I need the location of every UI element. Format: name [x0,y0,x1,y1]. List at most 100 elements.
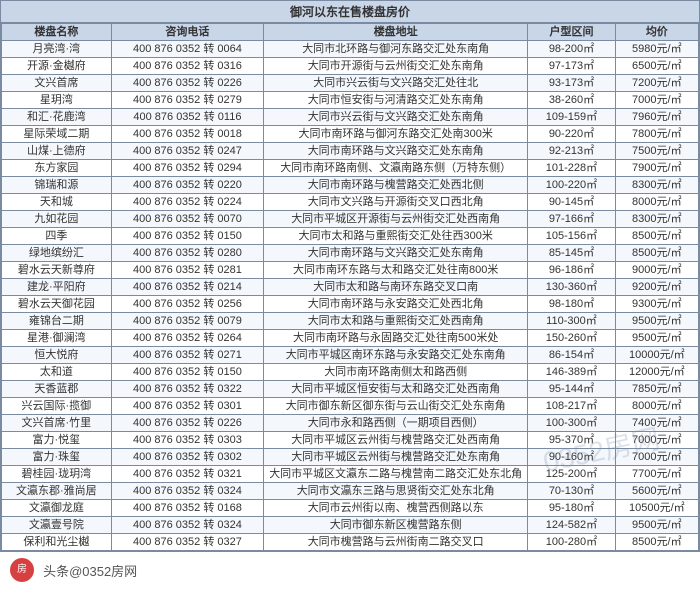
cell-price: 7800元/㎡ [615,126,698,143]
cell-area: 97-166㎡ [528,211,615,228]
cell-price: 5600元/㎡ [615,483,698,500]
table-row: 碧桂园·珑玥湾400 876 0352 转 0321大同市平城区文瀛东二路与槐营… [2,466,699,483]
cell-addr: 大同市云州街以南、槐营西侧路以东 [264,500,528,517]
cell-phone: 400 876 0352 转 0280 [111,245,263,262]
cell-price: 7000元/㎡ [615,449,698,466]
cell-phone: 400 876 0352 转 0150 [111,364,263,381]
cell-area: 146-389㎡ [528,364,615,381]
cell-phone: 400 876 0352 转 0324 [111,483,263,500]
cell-name: 星际荣域二期 [2,126,112,143]
cell-area: 93-173㎡ [528,75,615,92]
cell-price: 7400元/㎡ [615,415,698,432]
cell-price: 8500元/㎡ [615,245,698,262]
cell-price: 9500元/㎡ [615,517,698,534]
cell-phone: 400 876 0352 转 0264 [111,330,263,347]
cell-addr: 大同市平城区恒安街与太和路交汇处西南角 [264,381,528,398]
cell-price: 7500元/㎡ [615,143,698,160]
cell-phone: 400 876 0352 转 0226 [111,75,263,92]
cell-phone: 400 876 0352 转 0256 [111,296,263,313]
cell-name: 山煤·上德府 [2,143,112,160]
cell-area: 96-186㎡ [528,262,615,279]
table-row: 恒大悦府400 876 0352 转 0271大同市平城区南环东路与永安路交汇处… [2,347,699,364]
cell-price: 10000元/㎡ [615,347,698,364]
table-row: 文兴首席400 876 0352 转 0226大同市兴云街与文兴路交汇处往北93… [2,75,699,92]
cell-name: 文瀛壹号院 [2,517,112,534]
cell-addr: 大同市南环路与永固路交汇处往南500米处 [264,330,528,347]
cell-phone: 400 876 0352 转 0327 [111,534,263,551]
cell-name: 星玥湾 [2,92,112,109]
cell-price: 12000元/㎡ [615,364,698,381]
cell-addr: 大同市南环路与文兴路交汇处东南角 [264,245,528,262]
cell-area: 92-213㎡ [528,143,615,160]
cell-area: 101-228㎡ [528,160,615,177]
table-row: 月亮湾·湾400 876 0352 转 0064大同市北环路与御河东路交汇处东南… [2,41,699,58]
table-row: 兴云国际·揽御400 876 0352 转 0301大同市御东新区御东街与云山街… [2,398,699,415]
cell-phone: 400 876 0352 转 0150 [111,228,263,245]
cell-name: 四季 [2,228,112,245]
table-row: 星玥湾400 876 0352 转 0279大同市恒安街与河清路交汇处东南角38… [2,92,699,109]
table-row: 和汇·花鹿湾400 876 0352 转 0116大同市兴云街与文兴路交汇处东南… [2,109,699,126]
cell-phone: 400 876 0352 转 0064 [111,41,263,58]
cell-price: 7850元/㎡ [615,381,698,398]
cell-name: 锦瑞和源 [2,177,112,194]
cell-area: 98-180㎡ [528,296,615,313]
cell-addr: 大同市永和路西侧（一期项目西侧） [264,415,528,432]
cell-name: 太和道 [2,364,112,381]
table-row: 建龙·平阳府400 876 0352 转 0214大同市太和路与南环东路交叉口南… [2,279,699,296]
cell-area: 100-300㎡ [528,415,615,432]
cell-addr: 大同市恒安街与河清路交汇处东南角 [264,92,528,109]
cell-addr: 大同市文瀛东三路与思贤街交汇处东北角 [264,483,528,500]
cell-price: 9200元/㎡ [615,279,698,296]
cell-name: 星港·御澜湾 [2,330,112,347]
cell-phone: 400 876 0352 转 0279 [111,92,263,109]
cell-name: 碧水云天新尊府 [2,262,112,279]
cell-name: 月亮湾·湾 [2,41,112,58]
table-row: 雍锦台二期400 876 0352 转 0079大同市太和路与重熙街交汇处西南角… [2,313,699,330]
cell-phone: 400 876 0352 转 0220 [111,177,263,194]
cell-addr: 大同市平城区文瀛东二路与槐营南二路交汇处东北角 [264,466,528,483]
cell-addr: 大同市平城区开源街与云州街交汇处西南角 [264,211,528,228]
cell-name: 文瀛东郡·雅尚居 [2,483,112,500]
column-header: 均价 [615,24,698,41]
cell-phone: 400 876 0352 转 0168 [111,500,263,517]
cell-name: 兴云国际·揽御 [2,398,112,415]
table-row: 九如花园400 876 0352 转 0070大同市平城区开源街与云州街交汇处西… [2,211,699,228]
cell-name: 文瀛御龙庭 [2,500,112,517]
table-row: 文瀛壹号院400 876 0352 转 0324大同市御东新区槐营路东侧124-… [2,517,699,534]
cell-name: 富力·悦玺 [2,432,112,449]
cell-area: 95-370㎡ [528,432,615,449]
cell-phone: 400 876 0352 转 0303 [111,432,263,449]
column-header: 户型区间 [528,24,615,41]
cell-addr: 大同市南环路南侧太和路西侧 [264,364,528,381]
table-row: 文兴首席·竹里400 876 0352 转 0226大同市永和路西侧（一期项目西… [2,415,699,432]
table-row: 星际荣域二期400 876 0352 转 0018大同市南环路与御河东路交汇处南… [2,126,699,143]
table-row: 文瀛东郡·雅尚居400 876 0352 转 0324大同市文瀛东三路与思贤街交… [2,483,699,500]
cell-phone: 400 876 0352 转 0324 [111,517,263,534]
cell-addr: 大同市开源街与云州街交汇处东南角 [264,58,528,75]
table-row: 碧水云天御花园400 876 0352 转 0256大同市南环路与永安路交汇处西… [2,296,699,313]
cell-addr: 大同市御东新区槐营路东侧 [264,517,528,534]
source-label: 头条@0352房网 [43,561,137,580]
cell-area: 70-130㎡ [528,483,615,500]
cell-name: 富力·珠玺 [2,449,112,466]
cell-price: 8000元/㎡ [615,194,698,211]
cell-area: 85-145㎡ [528,245,615,262]
cell-area: 124-582㎡ [528,517,615,534]
table-row: 保利和光尘樾400 876 0352 转 0327大同市槐营路与云州街南二路交叉… [2,534,699,551]
table-row: 星港·御澜湾400 876 0352 转 0264大同市南环路与永固路交汇处往南… [2,330,699,347]
cell-name: 和汇·花鹿湾 [2,109,112,126]
table-row: 富力·珠玺400 876 0352 转 0302大同市平城区云州街与槐营路交汇处… [2,449,699,466]
cell-addr: 大同市平城区南环东路与永安路交汇处东南角 [264,347,528,364]
cell-phone: 400 876 0352 转 0224 [111,194,263,211]
cell-price: 9000元/㎡ [615,262,698,279]
cell-price: 6500元/㎡ [615,58,698,75]
cell-addr: 大同市御东新区御东街与云山街交汇处东南角 [264,398,528,415]
table-row: 绿地缤纷汇400 876 0352 转 0280大同市南环路与文兴路交汇处东南角… [2,245,699,262]
cell-name: 天香蓝郡 [2,381,112,398]
cell-addr: 大同市文兴路与开源街交叉口西北角 [264,194,528,211]
cell-addr: 大同市兴云街与文兴路交汇处东南角 [264,109,528,126]
cell-price: 7960元/㎡ [615,109,698,126]
cell-area: 90-160㎡ [528,449,615,466]
source-avatar: 房 [10,558,34,582]
cell-addr: 大同市南环东路与太和路交汇处往南800米 [264,262,528,279]
